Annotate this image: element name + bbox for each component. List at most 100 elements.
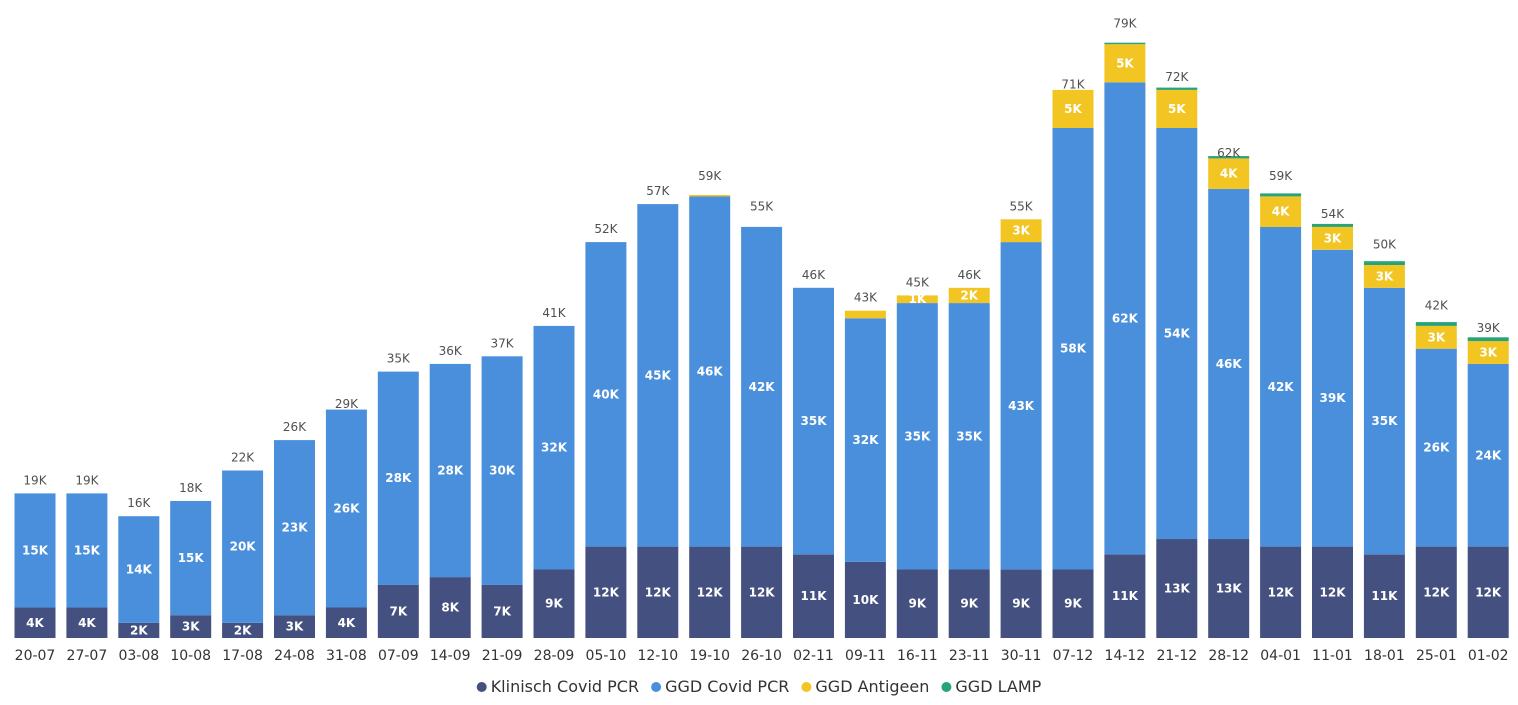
data-label-ggd-covid-pcr-23-11: 35K: [956, 429, 983, 443]
total-label-03-08: 16K: [127, 496, 151, 510]
bar-segment-klinisch-covid-pcr-10-08: [170, 615, 212, 638]
data-label-klinisch-covid-pcr-09-11: 10K: [852, 593, 879, 607]
bar-segment-ggd-lamp-04-01: [1260, 193, 1302, 197]
x-tick-label-23-11: 23-11: [949, 648, 990, 664]
total-label-05-10: 52K: [594, 222, 618, 236]
legend-marker-ggd-covid-pcr: [651, 682, 662, 692]
data-label-klinisch-covid-pcr-03-08: 2K: [130, 623, 148, 637]
bar-segment-ggd-covid-pcr-28-12: [1208, 188, 1250, 540]
data-label-klinisch-covid-pcr-31-08: 4K: [338, 616, 356, 630]
bar-segment-ggd-lamp-11-01: [1312, 223, 1353, 227]
data-label-klinisch-covid-pcr-14-09: 8K: [441, 601, 459, 615]
x-tick-label-10-08: 10-08: [170, 648, 211, 664]
data-label-ggd-antigeen-30-11: 3K: [1012, 224, 1030, 238]
bar-segment-ggd-covid-pcr-03-08: [118, 516, 160, 623]
x-tick-label-21-12: 21-12: [1156, 648, 1197, 664]
bar-segment-ggd-covid-pcr-23-11: [948, 303, 990, 570]
x-tick-label-12-10: 12-10: [637, 648, 678, 664]
bar-segment-klinisch-covid-pcr-21-09: [481, 584, 523, 638]
bar-segment-ggd-lamp-01-02: [1467, 337, 1509, 342]
x-tick-label-05-10: 05-10: [586, 648, 627, 664]
data-label-ggd-antigeen-16-11: 1K: [908, 292, 926, 306]
x-tick-label-24-08: 24-08: [274, 648, 315, 664]
bar-segment-ggd-covid-pcr-28-09: [533, 325, 575, 570]
bar-segment-ggd-antigeen-01-02: [1467, 341, 1509, 364]
data-label-ggd-covid-pcr-07-09: 28K: [385, 471, 412, 485]
data-label-ggd-covid-pcr-04-01: 42K: [1268, 380, 1295, 394]
data-label-ggd-covid-pcr-09-11: 32K: [852, 433, 879, 447]
data-label-klinisch-covid-pcr-24-08: 3K: [286, 620, 304, 634]
x-tick-label-30-11: 30-11: [1001, 648, 1042, 664]
x-tick-label-11-01: 11-01: [1312, 648, 1353, 664]
data-label-ggd-covid-pcr-26-10: 42K: [749, 380, 776, 394]
bar-segment-ggd-covid-pcr-20-07: [14, 493, 56, 608]
total-label-07-12: 71K: [1061, 78, 1085, 92]
bar-segment-klinisch-covid-pcr-17-08: [222, 622, 264, 638]
data-label-klinisch-covid-pcr-30-11: 9K: [1012, 597, 1030, 611]
data-label-ggd-covid-pcr-24-08: 23K: [282, 521, 309, 535]
total-label-09-11: 43K: [854, 291, 878, 305]
bar-segment-klinisch-covid-pcr-26-10: [741, 546, 783, 638]
bar-segment-klinisch-covid-pcr-12-10: [637, 546, 679, 638]
x-tick-label-28-09: 28-09: [534, 648, 575, 664]
bar-segment-ggd-antigeen-09-11: [844, 310, 886, 319]
total-label-17-08: 22K: [231, 451, 255, 465]
bar-segment-klinisch-covid-pcr-24-08: [274, 615, 315, 638]
x-tick-label-02-11: 02-11: [793, 648, 834, 664]
data-label-klinisch-covid-pcr-05-10: 12K: [593, 585, 620, 599]
total-label-10-08: 18K: [179, 481, 203, 495]
data-label-klinisch-covid-pcr-26-10: 12K: [749, 585, 776, 599]
bar-segment-ggd-lamp-28-12: [1208, 156, 1250, 159]
bar-segment-ggd-lamp-21-12: [1156, 87, 1198, 90]
data-label-ggd-covid-pcr-27-07: 15K: [74, 544, 101, 558]
data-label-klinisch-covid-pcr-07-12: 9K: [1064, 597, 1082, 611]
x-tick-label-18-01: 18-01: [1364, 648, 1405, 664]
x-tick-label-14-09: 14-09: [430, 648, 471, 664]
bar-segment-ggd-covid-pcr-26-10: [741, 226, 783, 547]
bar-segment-ggd-covid-pcr-31-08: [325, 409, 367, 608]
bar-segment-ggd-covid-pcr-19-10: [689, 196, 731, 547]
total-label-20-07: 19K: [23, 473, 47, 487]
data-label-ggd-covid-pcr-07-12: 58K: [1060, 342, 1087, 356]
bar-segment-ggd-covid-pcr-07-09: [377, 371, 419, 585]
data-label-ggd-covid-pcr-16-11: 35K: [904, 429, 931, 443]
data-label-ggd-covid-pcr-21-12: 54K: [1164, 327, 1191, 341]
bar-segment-ggd-antigeen-04-01: [1260, 196, 1302, 227]
bar-segment-ggd-antigeen-23-11: [948, 287, 990, 303]
total-label-31-08: 29K: [335, 397, 359, 411]
data-label-klinisch-covid-pcr-10-08: 3K: [182, 620, 200, 634]
total-label-21-09: 37K: [491, 336, 515, 350]
bar-segment-klinisch-covid-pcr-05-10: [585, 546, 627, 638]
x-tick-label-17-08: 17-08: [222, 648, 263, 664]
bar-segment-klinisch-covid-pcr-14-09: [429, 577, 471, 638]
bar-segment-klinisch-covid-pcr-18-01: [1363, 554, 1405, 638]
data-label-klinisch-covid-pcr-21-12: 13K: [1164, 582, 1191, 596]
data-label-ggd-covid-pcr-28-09: 32K: [541, 441, 568, 455]
data-label-klinisch-covid-pcr-02-11: 11K: [801, 589, 828, 603]
bar-segment-klinisch-covid-pcr-30-11: [1000, 569, 1042, 638]
bar-segment-ggd-covid-pcr-09-11: [844, 318, 886, 562]
bar-segment-ggd-covid-pcr-04-01: [1260, 226, 1302, 547]
bar-segment-klinisch-covid-pcr-14-12: [1104, 554, 1146, 638]
bar-segment-ggd-covid-pcr-05-10: [585, 242, 627, 547]
total-label-11-01: 54K: [1321, 207, 1345, 221]
x-tick-label-21-09: 21-09: [482, 648, 523, 664]
data-label-klinisch-covid-pcr-28-12: 13K: [1216, 582, 1243, 596]
legend-marker-klinisch-covid-pcr: [476, 682, 487, 692]
bar-segment-ggd-antigeen-07-12: [1052, 89, 1094, 128]
data-label-ggd-antigeen-04-01: 4K: [1272, 205, 1290, 219]
data-label-klinisch-covid-pcr-11-01: 12K: [1320, 585, 1347, 599]
data-label-klinisch-covid-pcr-28-09: 9K: [545, 597, 563, 611]
bar-segment-klinisch-covid-pcr-04-01: [1260, 546, 1302, 638]
bar-segment-ggd-covid-pcr-18-01: [1363, 287, 1405, 555]
bar-segment-klinisch-covid-pcr-19-10: [689, 546, 731, 638]
bar-segment-ggd-antigeen-11-01: [1312, 226, 1353, 250]
bar-segment-ggd-covid-pcr-21-12: [1156, 128, 1198, 540]
bar-segment-klinisch-covid-pcr-03-08: [118, 622, 160, 638]
data-label-ggd-antigeen-18-01: 3K: [1376, 269, 1394, 283]
bar-segment-ggd-antigeen-14-12: [1104, 44, 1146, 83]
legend-label-ggd-antigeen: GGD Antigeen: [815, 677, 929, 696]
total-label-28-12: 62K: [1217, 146, 1241, 160]
bar-segment-ggd-lamp-18-01: [1363, 261, 1405, 265]
